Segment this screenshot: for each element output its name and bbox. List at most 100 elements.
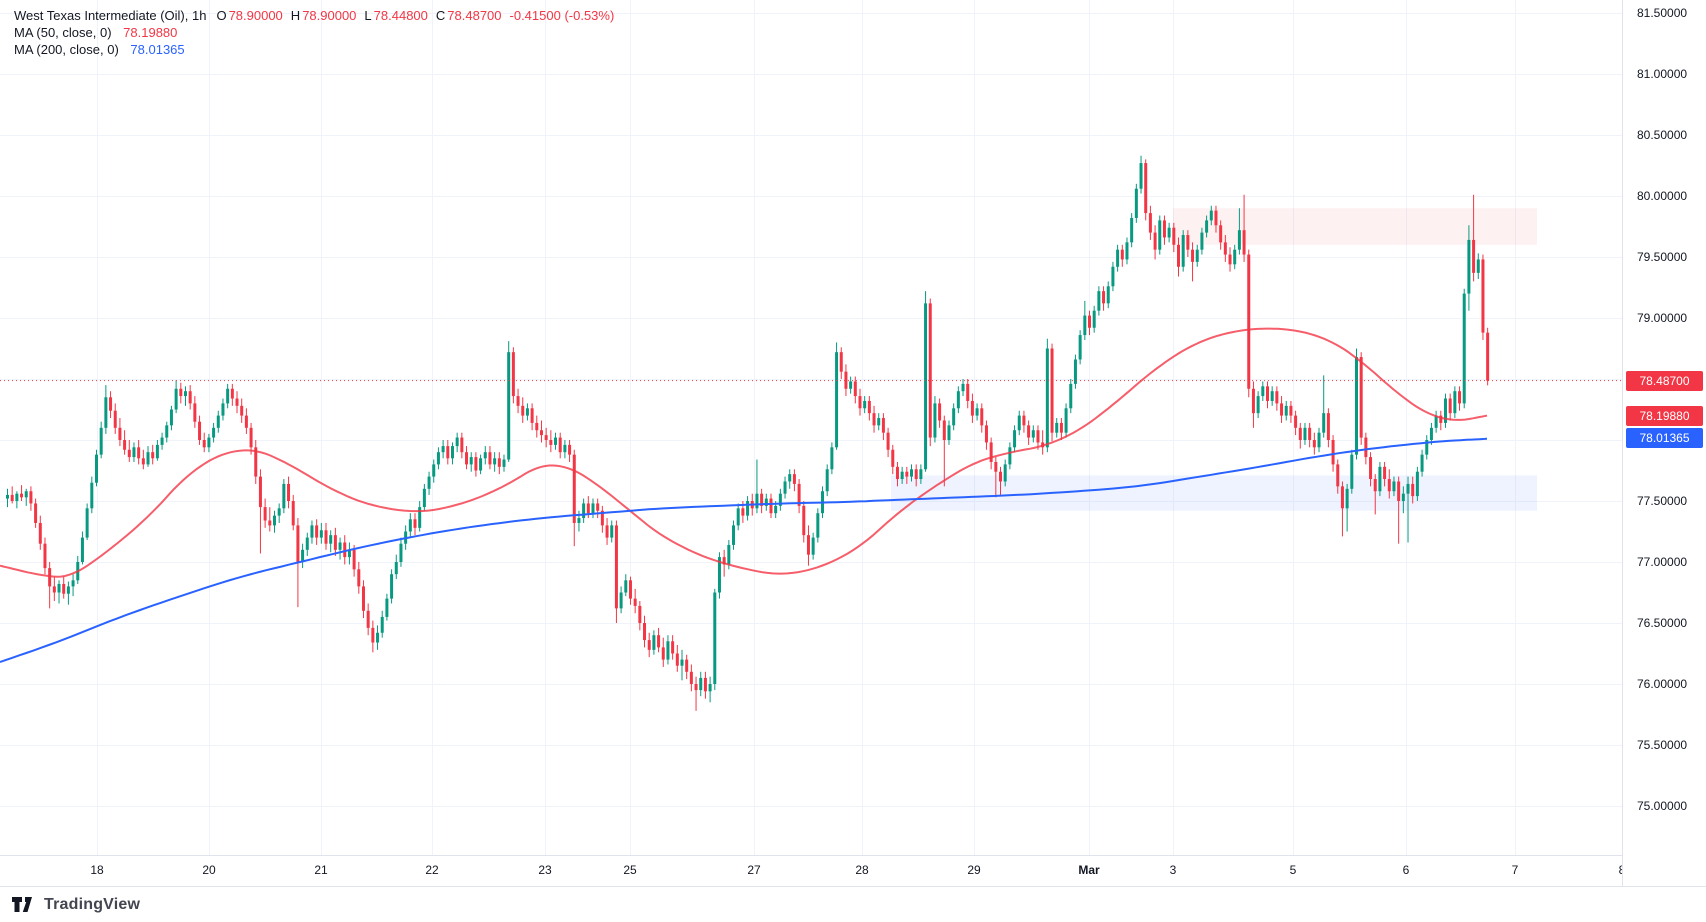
candle-body — [1242, 230, 1246, 255]
candle-body — [90, 482, 94, 509]
candle-body — [1055, 422, 1059, 433]
candlestick-plot[interactable] — [0, 0, 1622, 855]
time-axis-label: 23 — [538, 863, 552, 877]
price-axis-label: 79.50000 — [1637, 250, 1688, 264]
candle-body — [132, 447, 136, 458]
candle-body — [413, 519, 417, 528]
candle-body — [544, 435, 548, 440]
candle-body — [984, 425, 988, 443]
candle-body — [38, 522, 42, 544]
candle-body — [62, 583, 66, 594]
candle-body — [1186, 235, 1190, 250]
candle-body — [605, 525, 609, 538]
candle-body — [1050, 348, 1054, 433]
candle-body — [1336, 464, 1340, 487]
candle-body — [1125, 242, 1129, 260]
candle-body — [1022, 415, 1026, 426]
candle-body — [582, 503, 586, 519]
candle-body — [1453, 391, 1457, 414]
candle-body — [497, 458, 501, 467]
last-price-badge: 78.48700 — [1626, 370, 1703, 391]
time-axis[interactable]: 182021222325272829Mar35678 — [0, 855, 1706, 887]
candle-body — [315, 525, 319, 538]
candle-body — [1322, 413, 1326, 433]
candle-body — [764, 498, 768, 506]
symbol-legend-row[interactable]: West Texas Intermediate (Oil), 1h O 78.900… — [14, 8, 616, 24]
candle-body — [577, 518, 581, 523]
candle-body — [109, 397, 113, 411]
candle-body — [797, 483, 801, 506]
candle-body — [1073, 359, 1077, 384]
candle-body — [994, 461, 998, 472]
candle-body — [338, 542, 342, 550]
candle-body — [216, 415, 220, 428]
candle-body — [296, 525, 300, 562]
time-axis-label: 3 — [1169, 863, 1177, 877]
candle-body — [282, 483, 286, 509]
candle-body — [1331, 440, 1335, 465]
candle-body — [1275, 391, 1279, 404]
candle-body — [427, 476, 431, 489]
candle-body — [952, 408, 956, 426]
candle-body — [179, 388, 183, 397]
ma200-legend-row[interactable]: MA (200, close, 0) 78.01365 — [14, 42, 616, 58]
candle-body — [1045, 348, 1049, 448]
candle-body — [853, 381, 857, 397]
price-axis-label: 77.00000 — [1637, 555, 1688, 569]
ohlc-values: O 78.90000 H 78.90000 L 78.44800 C 78.48700 -0.4… — [216, 8, 616, 23]
tradingview-logo[interactable]: TradingView — [12, 896, 140, 914]
resistance-zone — [1173, 208, 1537, 245]
candle-body — [212, 427, 216, 438]
candle-body — [849, 381, 853, 389]
chart-legend: West Texas Intermediate (Oil), 1h O 78.900… — [14, 8, 616, 59]
candle-body — [418, 507, 422, 528]
candle-body — [1027, 425, 1031, 438]
candle-body — [24, 491, 28, 498]
candle-body — [1429, 427, 1433, 440]
candle-body — [207, 437, 211, 448]
candle-body — [535, 422, 539, 431]
candle-body — [774, 505, 778, 514]
candle-body — [202, 440, 206, 448]
candle-body — [1308, 427, 1312, 440]
candle-body — [572, 454, 576, 523]
candle-body — [1036, 430, 1040, 443]
candle-body — [961, 383, 965, 392]
candle-body — [385, 598, 389, 617]
candle-body — [591, 503, 595, 514]
candle-body — [441, 446, 445, 453]
ma200-label: MA (200, close, 0) — [14, 42, 119, 57]
candle-body — [15, 493, 19, 501]
candle-body — [1481, 259, 1485, 333]
candle-body — [80, 537, 84, 562]
time-axis-label: 27 — [747, 863, 761, 877]
candle-body — [408, 519, 412, 532]
candle-body — [741, 508, 745, 516]
candle-body — [1214, 210, 1218, 226]
candle-body — [1134, 188, 1138, 218]
candle-body — [877, 418, 881, 426]
candle-body — [1472, 239, 1476, 273]
candle-body — [1359, 357, 1363, 438]
candle-body — [277, 508, 281, 516]
ma50-legend-row[interactable]: MA (50, close, 0) 78.19880 — [14, 25, 616, 41]
candle-body — [872, 413, 876, 426]
candle-body — [198, 421, 202, 440]
candle-body — [1256, 396, 1260, 414]
candle-body — [778, 493, 782, 506]
price-axis-label: 81.00000 — [1637, 67, 1688, 81]
price-axis[interactable]: 81.50000 81.00000 80.50000 80.00000 79.50000… — [1622, 0, 1706, 886]
candle-body — [1401, 493, 1405, 501]
candle-body — [1411, 483, 1415, 497]
candle-body — [1289, 405, 1293, 416]
candle-body — [1219, 225, 1223, 243]
candle-body — [830, 447, 834, 470]
candle-body — [1406, 483, 1410, 494]
candle-body — [165, 425, 169, 438]
candle-body — [1083, 315, 1087, 336]
price-axis-label: 76.50000 — [1637, 616, 1688, 630]
candle-body — [221, 403, 225, 416]
candle-body — [474, 457, 478, 471]
candle-body — [530, 408, 534, 423]
